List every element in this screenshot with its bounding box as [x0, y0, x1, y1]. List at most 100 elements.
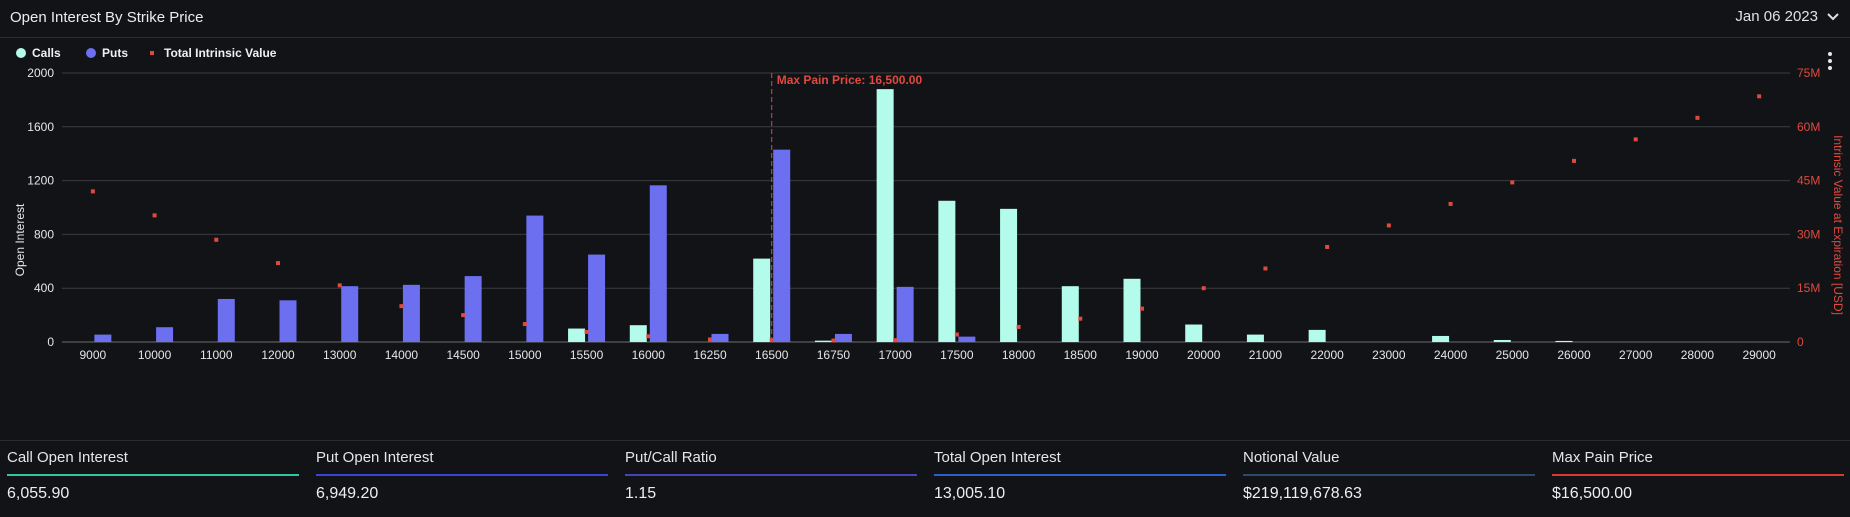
right-axis-ticks: 0 15M 30M 45M 60M 75M — [1797, 66, 1820, 349]
intrinsic-value-point[interactable] — [1325, 244, 1330, 249]
stat-underline — [625, 474, 917, 476]
call-bar[interactable] — [1000, 208, 1018, 342]
grid-lines — [62, 72, 1790, 343]
intrinsic-value-point[interactable] — [1695, 115, 1700, 120]
call-bar[interactable] — [1308, 329, 1326, 342]
x-tick-label: 18500 — [1064, 348, 1098, 362]
intrinsic-value-point[interactable] — [1386, 223, 1391, 228]
intrinsic-points-group — [90, 94, 1762, 343]
call-bar[interactable] — [753, 258, 771, 342]
intrinsic-value-point[interactable] — [893, 338, 898, 343]
stat-call-open-interest: Call Open Interest 6,055.90 — [0, 441, 299, 517]
call-bar[interactable] — [938, 200, 956, 342]
put-bar[interactable] — [279, 300, 297, 342]
put-bar[interactable] — [834, 333, 852, 342]
right-axis-title: Intrinsic Value at Expiration [USD] — [1831, 135, 1845, 315]
x-tick-label: 11000 — [200, 348, 233, 362]
call-bar[interactable] — [876, 89, 894, 342]
intrinsic-value-point[interactable] — [1078, 316, 1083, 321]
stat-value: 6,949.20 — [316, 485, 379, 502]
stat-value: $219,119,678.63 — [1243, 485, 1362, 502]
call-bar[interactable] — [814, 340, 832, 342]
stat-notional-value: Notional Value $219,119,678.63 — [1236, 441, 1535, 517]
x-tick-label: 9000 — [80, 348, 107, 362]
intrinsic-value-point[interactable] — [1757, 94, 1762, 99]
stat-value: 13,005.10 — [934, 485, 1006, 502]
stat-label: Put/Call Ratio — [625, 449, 717, 466]
stat-put-open-interest: Put Open Interest 6,949.20 — [309, 441, 608, 517]
put-bar[interactable] — [526, 215, 544, 342]
call-bar[interactable] — [1246, 334, 1264, 342]
stat-label: Put Open Interest — [316, 449, 434, 466]
put-bar[interactable] — [156, 327, 174, 342]
put-bar[interactable] — [464, 276, 482, 342]
x-tick-label: 18000 — [1002, 348, 1036, 362]
intrinsic-value-point[interactable] — [1448, 201, 1453, 206]
stat-underline — [316, 474, 608, 476]
stat-underline — [934, 474, 1226, 476]
x-tick-label: 14500 — [446, 348, 480, 362]
x-tick-label: 13000 — [323, 348, 357, 362]
legend-label[interactable]: Calls — [32, 46, 61, 60]
intrinsic-value-point[interactable] — [708, 337, 712, 342]
y-tick-label: 0 — [47, 335, 54, 349]
left-axis-title: Open Interest — [13, 203, 27, 276]
legend-label[interactable]: Total Intrinsic Value — [164, 46, 277, 60]
call-bar[interactable] — [1555, 340, 1573, 342]
intrinsic-value-point[interactable] — [954, 332, 959, 337]
intrinsic-value-point[interactable] — [1263, 266, 1268, 271]
put-bar[interactable] — [649, 185, 667, 342]
open-interest-chart: Calls Puts Total Intrinsic Value 0 400 800 12… — [13, 46, 1845, 362]
intrinsic-value-point[interactable] — [214, 237, 219, 242]
intrinsic-value-point[interactable] — [276, 261, 280, 266]
chevron-down-icon — [1827, 12, 1839, 20]
call-bar[interactable] — [1061, 286, 1079, 342]
stat-put-call-ratio: Put/Call Ratio 1.15 — [618, 441, 917, 517]
intrinsic-value-point[interactable] — [522, 322, 527, 327]
put-bar[interactable] — [711, 333, 729, 342]
intrinsic-value-point[interactable] — [1140, 306, 1144, 311]
intrinsic-value-point[interactable] — [90, 189, 95, 194]
put-bar[interactable] — [773, 149, 791, 342]
left-axis-ticks: 0 400 800 1200 1600 2000 — [27, 66, 54, 349]
intrinsic-value-point[interactable] — [1201, 286, 1206, 291]
stat-label: Total Open Interest — [934, 449, 1061, 466]
intrinsic-value-point[interactable] — [152, 213, 157, 218]
call-bar[interactable] — [1123, 278, 1141, 342]
put-bar[interactable] — [896, 286, 914, 342]
intrinsic-value-point[interactable] — [337, 283, 342, 288]
stat-value: 1.15 — [625, 485, 657, 502]
y2-tick-label: 60M — [1797, 120, 1820, 134]
put-bar[interactable] — [402, 284, 420, 342]
x-tick-label: 10000 — [138, 348, 172, 362]
stat-value: $16,500.00 — [1552, 485, 1633, 502]
x-tick-label: 26000 — [1557, 348, 1591, 362]
put-bar[interactable] — [341, 286, 359, 342]
legend-swatch — [86, 48, 96, 58]
call-bar[interactable] — [1185, 324, 1203, 342]
intrinsic-value-point[interactable] — [646, 334, 651, 339]
call-bar[interactable] — [568, 328, 586, 342]
put-bar[interactable] — [958, 336, 976, 342]
intrinsic-value-point[interactable] — [461, 313, 466, 318]
chart-menu-button[interactable] — [1820, 50, 1840, 74]
intrinsic-value-point[interactable] — [831, 338, 836, 343]
legend-label[interactable]: Puts — [102, 46, 128, 60]
intrinsic-value-point[interactable] — [1572, 158, 1576, 163]
x-tick-label: 24000 — [1434, 348, 1468, 362]
date-selector[interactable]: Jan 06 2023 — [1735, 8, 1840, 25]
intrinsic-value-point[interactable] — [1633, 137, 1638, 142]
call-bar[interactable] — [629, 325, 647, 342]
y2-tick-label: 15M — [1797, 281, 1820, 295]
intrinsic-value-point[interactable] — [399, 304, 404, 309]
x-tick-label: 16250 — [693, 348, 727, 362]
put-bar[interactable] — [94, 334, 112, 342]
intrinsic-value-point[interactable] — [584, 329, 589, 334]
legend-swatch — [150, 51, 154, 55]
call-bar[interactable] — [1432, 335, 1450, 342]
call-bar[interactable] — [1493, 339, 1511, 342]
put-bar[interactable] — [217, 298, 235, 342]
intrinsic-value-point[interactable] — [1016, 324, 1021, 329]
intrinsic-value-point[interactable] — [1510, 180, 1515, 185]
put-bar[interactable] — [588, 254, 606, 342]
